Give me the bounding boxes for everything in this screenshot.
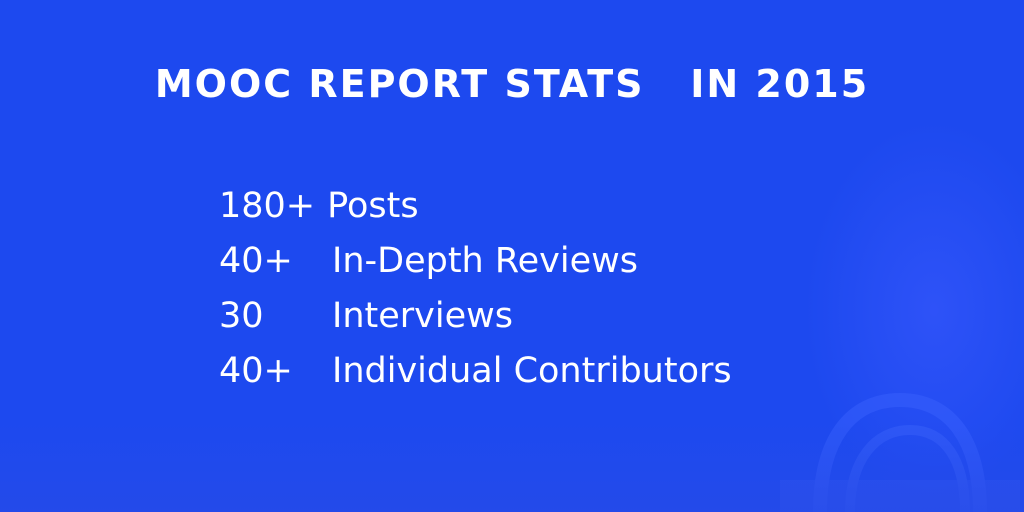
stat-row-interviews: 30 Interviews xyxy=(219,296,732,351)
stat-number: 180+ xyxy=(219,186,316,226)
stat-label: In-Depth Reviews xyxy=(332,241,638,281)
stat-row-posts: 180+ Posts xyxy=(219,186,732,241)
stat-number: 40+ xyxy=(219,241,293,281)
stat-label: Individual Contributors xyxy=(332,351,732,391)
stats-list: 180+ Posts 40+ In-Depth Reviews 30 Inter… xyxy=(219,186,732,406)
stat-number: 30 xyxy=(219,296,264,336)
stat-row-contributors: 40+ Individual Contributors xyxy=(219,351,732,406)
stat-row-reviews: 40+ In-Depth Reviews xyxy=(219,241,732,296)
stat-label: Posts xyxy=(327,186,419,226)
stat-label: Interviews xyxy=(332,296,513,336)
banner-title: MOOC REPORT STATS IN 2015 xyxy=(154,62,870,106)
stat-number: 40+ xyxy=(219,351,293,391)
background-table-edge xyxy=(0,422,1024,512)
